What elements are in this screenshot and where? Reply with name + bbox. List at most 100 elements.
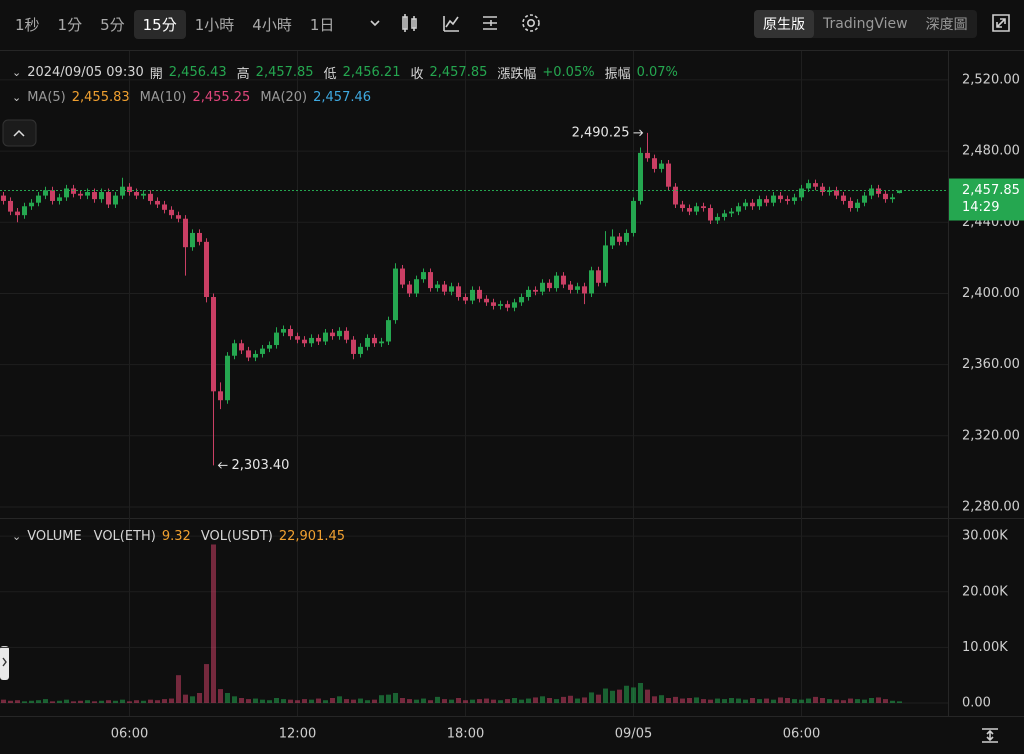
volume-bar [757, 699, 762, 703]
candle-body [792, 197, 797, 201]
view-button[interactable]: 深度圖 [925, 17, 968, 33]
candle-body [617, 236, 622, 242]
candle-body [687, 208, 692, 212]
candle-body [701, 206, 706, 209]
volume-bar [876, 697, 881, 703]
fullscreen-icon[interactable] [992, 14, 1010, 32]
candle-body [344, 330, 349, 340]
candle-body [757, 199, 762, 207]
interval-button[interactable]: 1秒 [15, 15, 40, 34]
candle-body [498, 304, 503, 306]
indicator-icon[interactable] [443, 16, 459, 32]
volume-bar [785, 697, 790, 703]
volume-bar [295, 700, 300, 703]
candle-body [610, 236, 615, 246]
candle-body [22, 206, 27, 216]
candle-body [561, 275, 566, 285]
candle-body [841, 195, 846, 201]
interval-button[interactable]: 4小時 [252, 15, 292, 34]
interval-button[interactable]: 1小時 [194, 15, 235, 34]
volume-bar [50, 701, 55, 703]
candle-body [715, 216, 720, 221]
toolbar-icons[interactable] [370, 14, 1010, 743]
candle-body [148, 193, 153, 201]
candle-body [57, 197, 62, 201]
scale-icon[interactable] [982, 728, 998, 743]
volume-bar [526, 698, 531, 703]
candle-body [729, 211, 734, 214]
candle-body [141, 193, 146, 196]
candle-body [491, 302, 496, 306]
settings-gear[interactable] [522, 14, 540, 32]
volume-bar [694, 697, 699, 703]
volume-bar [372, 699, 377, 703]
volume-bar [575, 698, 580, 703]
last-price-tag [949, 178, 1024, 221]
candle-body [337, 330, 342, 337]
candle-body [694, 206, 699, 212]
volume-bar [484, 698, 489, 703]
candle-type-icon[interactable] [402, 14, 417, 32]
candle-body [743, 202, 748, 207]
candle-body [897, 190, 902, 194]
volume-bar [15, 700, 20, 703]
candle-body [820, 186, 825, 193]
candle-body [253, 353, 258, 358]
candle-body [890, 197, 895, 200]
volume-bar [603, 688, 608, 703]
legend-label: 低 [323, 67, 337, 82]
volume-bar [862, 699, 867, 703]
y-tick-label: 2,520.00 [962, 72, 1020, 87]
legend-value: 2,457.85 [255, 65, 314, 80]
collapse-button[interactable] [2, 119, 37, 147]
candle-body [302, 339, 307, 344]
settings-icon[interactable] [526, 18, 535, 27]
volume-bar [22, 701, 27, 703]
volume-bar [393, 692, 398, 703]
volume-bar [456, 697, 461, 703]
candle-body [645, 152, 650, 159]
volume-bar [890, 700, 895, 703]
low-arrow [217, 461, 228, 469]
interval-button[interactable]: 1分 [57, 15, 83, 34]
view-button[interactable]: 原生版 [754, 10, 814, 38]
candle-body [862, 195, 867, 203]
volume-bar [519, 699, 524, 703]
volume-bar [778, 697, 783, 703]
x-tick-label: 09/05 [615, 727, 652, 742]
candle-body [526, 289, 531, 298]
interval-button[interactable]: 1日 [309, 15, 335, 34]
candle-body [50, 190, 55, 201]
volume-bar [617, 689, 622, 703]
volume-bar [176, 675, 181, 703]
candle-body [778, 195, 783, 200]
volume-bar [246, 699, 251, 703]
legend-chevron: ⌄ [12, 530, 22, 543]
more-intervals[interactable] [370, 20, 380, 27]
volume-bar [78, 700, 83, 703]
interval-button[interactable]: 15分 [133, 9, 186, 39]
candle-body [708, 208, 713, 221]
drawing-icon[interactable] [483, 16, 497, 30]
legend-chevron: ⌄ [12, 91, 22, 104]
volume-bar [8, 700, 13, 703]
interval-button[interactable]: 5分 [100, 15, 125, 34]
volume-bar [57, 700, 62, 703]
volume-bar [309, 699, 314, 703]
volume-bar [344, 699, 349, 703]
volume-bar [442, 699, 447, 703]
volume-bar [806, 698, 811, 703]
view-button[interactable]: TradingView [823, 16, 908, 32]
candle-body [274, 332, 279, 346]
low-label: 2,303.40 [232, 458, 290, 473]
candle-body [15, 211, 20, 216]
candle-body [855, 202, 860, 209]
candle-body [624, 232, 629, 242]
volume-bar [85, 700, 90, 703]
volume-bar [729, 697, 734, 703]
volume-bar [554, 699, 559, 703]
candle-body [169, 209, 174, 216]
candle-body [477, 289, 482, 299]
volume-label: VOL(ETH) [93, 529, 156, 544]
